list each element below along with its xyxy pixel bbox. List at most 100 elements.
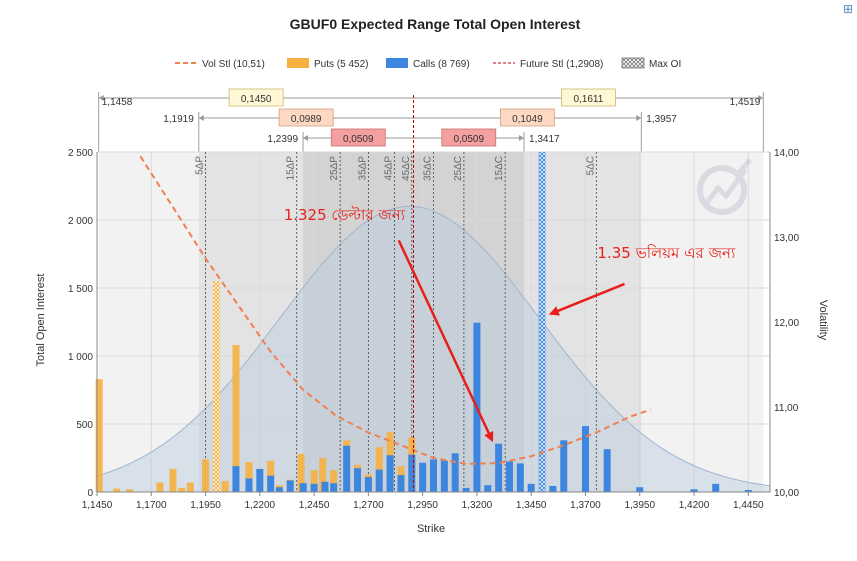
call-bar (375, 469, 383, 492)
put-bar (245, 462, 253, 492)
call-bar (321, 481, 329, 492)
call-bar (690, 489, 698, 492)
put-bar (113, 488, 121, 492)
x-tick-label: 1,2450 (299, 500, 330, 511)
x-tick-label: 1,3450 (516, 500, 547, 511)
chart-title: GBUF0 Expected Range Total Open Interest (290, 16, 581, 32)
y-tick-label: 1 500 (68, 284, 93, 295)
range-put-width-value: 0,0509 (343, 134, 374, 145)
put-bar (126, 489, 134, 492)
range-call-width-value: 0,1611 (573, 94, 603, 105)
put-bar (178, 487, 186, 492)
annotation-arrow (397, 239, 494, 443)
call-bar (354, 468, 362, 492)
x-tick-label: 1,2700 (353, 500, 384, 511)
put-bar (186, 482, 194, 492)
range-put-width-value: 0,0989 (291, 114, 322, 125)
delta-label: 5ΔP (195, 156, 206, 175)
delta-label: 15ΔC (494, 156, 505, 181)
call-bar (245, 478, 253, 492)
call-bar (462, 487, 470, 492)
put-bar (95, 379, 103, 492)
range-put-width-box (330, 128, 386, 147)
x-tick-label: 1,4200 (679, 500, 710, 511)
y-tick-label: 2 000 (68, 216, 93, 227)
call-bar (419, 462, 427, 492)
range-right-value: 1,3957 (646, 114, 677, 125)
put-bar (310, 470, 318, 492)
y-tick-label: 1 000 (68, 352, 93, 363)
put-bar (232, 345, 240, 492)
x-tick-label: 1,2950 (407, 500, 438, 511)
annotation-text: 1.35 ভলিয়ম এর জন্য (597, 244, 736, 262)
y-axis-label: Total Open Interest (35, 274, 47, 367)
range-left-value: 1,2399 (267, 134, 298, 145)
call-bar (516, 463, 524, 492)
y2-tick-label: 12,00 (774, 318, 799, 329)
x-tick-label: 1,3950 (624, 500, 655, 511)
put-bar (297, 453, 305, 492)
call-bar (364, 477, 372, 492)
legend-label-calls: Calls (8 769) (413, 59, 470, 70)
range-put-width-value: 0,1450 (241, 94, 272, 105)
range-arrow-left (303, 135, 309, 141)
range-call-width-box (499, 108, 555, 127)
y2-tick-label: 13,00 (774, 233, 799, 244)
call-bar (603, 449, 611, 492)
delta-lines: 5ΔP 15ΔP 25ΔP 35ΔP 45ΔP 45ΔC 35ΔC 25ΔC 15ΔC 5ΔC (195, 152, 597, 492)
put-bar (319, 458, 327, 492)
put-bar (169, 468, 177, 492)
range-arrow-left (198, 115, 204, 121)
call-bar (440, 460, 448, 492)
x-tick-label: 1,4450 (733, 500, 764, 511)
call-bar (275, 487, 283, 492)
range-call-width-value: 0,0509 (453, 134, 484, 145)
legend: Vol Stl (10,51) Puts (5 452) Calls (8 769)… (175, 57, 681, 70)
call-bar (505, 461, 513, 492)
range-left-value: 1,1458 (102, 97, 133, 108)
call-bar (267, 475, 275, 492)
call-bar (397, 475, 405, 492)
y2-tick-label: 10,00 (774, 488, 799, 499)
call-bar (386, 455, 394, 492)
range-left-value: 1,1919 (163, 114, 194, 125)
range-arrow-left (98, 95, 104, 101)
export-icon[interactable]: ⊞ (842, 2, 853, 16)
delta-label: 25ΔC (453, 156, 464, 181)
y-tick-label: 0 (87, 488, 93, 499)
range-right-value: 1,3417 (529, 134, 560, 145)
range-shade-1 (198, 152, 642, 492)
axes: 1,1450 1,1700 1,1950 1,2200 1,2450 1,2700 1,29… (68, 148, 799, 511)
range-call-width-box (560, 88, 616, 107)
x-tick-label: 1,2200 (245, 500, 276, 511)
legend-swatch-calls (386, 58, 408, 68)
y2-tick-label: 14,00 (774, 148, 799, 159)
legend-swatch-puts (287, 58, 309, 68)
y2-axis-label: Volatility (817, 300, 829, 341)
call-bar (636, 487, 644, 492)
y-tick-label: 2 500 (68, 148, 93, 159)
call-bar-max-oi (538, 152, 546, 492)
delta-label: 15ΔP (286, 156, 297, 181)
range-call-width-value: 0,1049 (512, 114, 543, 125)
legend-label-maxoi: Max OI (649, 59, 681, 70)
range-shade-0 (98, 152, 764, 492)
call-bar (495, 443, 503, 492)
put-bar (156, 482, 164, 492)
delta-label: 35ΔC (423, 156, 434, 181)
call-bar (712, 483, 720, 492)
range-call-width-box (441, 128, 497, 147)
call-bar (310, 483, 318, 492)
legend-label-future: Future Stl (1,2908) (520, 59, 603, 70)
delta-label: 35ΔP (357, 156, 368, 181)
call-bar (299, 483, 307, 492)
y-tick-label: 500 (76, 420, 93, 431)
put-bar (202, 459, 210, 492)
legend-swatch-maxoi (621, 57, 645, 69)
range-right-value: 1,4519 (730, 97, 761, 108)
range-arrow-right (758, 95, 764, 101)
call-bar (451, 453, 459, 492)
delta-label: 25ΔP (329, 156, 340, 181)
x-tick-label: 1,1950 (190, 500, 221, 511)
